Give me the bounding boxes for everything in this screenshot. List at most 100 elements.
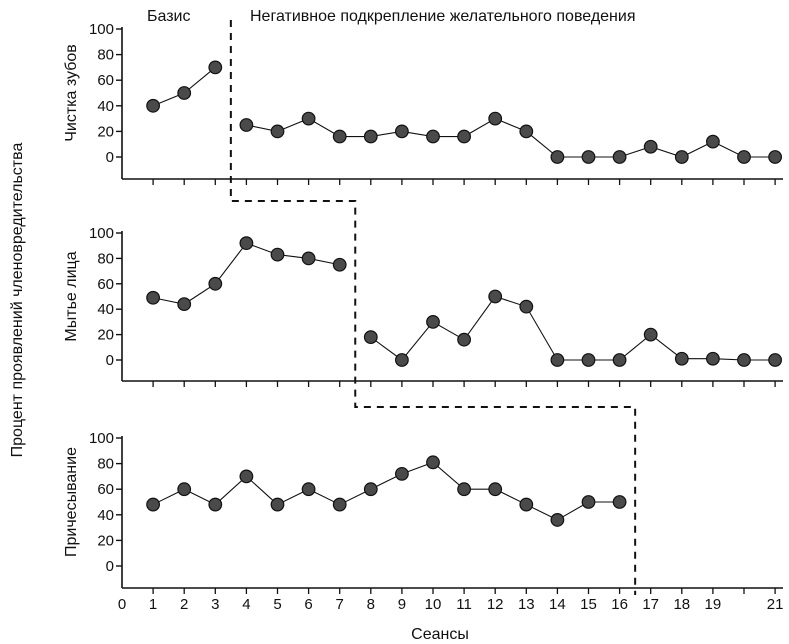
- treatment-data-point: [581, 150, 596, 164]
- y-tick-label: 100: [89, 21, 114, 38]
- x-tick-label: 18: [673, 596, 690, 613]
- baseline-data-point: [457, 482, 472, 497]
- x-tick-label: 10: [425, 596, 442, 613]
- baseline-data-point: [239, 236, 254, 251]
- baseline-data-point: [301, 251, 316, 266]
- x-tick-label: 0: [118, 596, 126, 613]
- treatment-data-point: [643, 327, 658, 342]
- x-tick-label: 13: [518, 596, 535, 613]
- treatment-data-point: [674, 351, 689, 366]
- y-tick-label: 40: [97, 301, 114, 318]
- y-tick-label: 60: [97, 481, 114, 498]
- y-tick-label: 20: [97, 327, 114, 344]
- baseline-data-point: [612, 495, 627, 509]
- treatment-series-line: [246, 117, 776, 158]
- treatment-data-point: [550, 353, 565, 367]
- x-tick-label: 21: [767, 596, 784, 613]
- baseline-data-point: [550, 513, 565, 527]
- treatment-data-point: [550, 150, 565, 164]
- y-tick-label: 60: [97, 276, 114, 293]
- baseline-data-point: [488, 482, 503, 497]
- y-tick-label: 80: [97, 250, 114, 267]
- y-tick-label: 100: [89, 225, 114, 242]
- y-tick-label: 80: [97, 456, 114, 473]
- baseline-data-point: [301, 482, 316, 497]
- treatment-data-point: [581, 353, 596, 367]
- y-tick-label: 0: [106, 352, 114, 369]
- y-tick-label: 60: [97, 72, 114, 89]
- treatment-data-point: [706, 134, 720, 149]
- x-tick-label: 1: [149, 596, 157, 613]
- x-tick-label: 4: [242, 596, 250, 613]
- baseline-data-point: [426, 455, 440, 470]
- baseline-series-line: [152, 461, 620, 521]
- treatment-data-point: [737, 353, 751, 367]
- baseline-data-point: [146, 98, 161, 113]
- phase-change-dashed-line: [229, 20, 637, 595]
- baseline-data-point: [146, 497, 161, 512]
- chart-panels: 0 20 40 60 80 100 Чистка зубов 0 20 40 60 80 100 Мыть…: [63, 21, 783, 594]
- treatment-data-point: [706, 351, 720, 366]
- treatment-data-point: [239, 118, 254, 132]
- x-axis: 0 1 2 3 4 5 6 7 8 9 10 11 12 13 14 15 16 17 18 19 21: [118, 596, 784, 613]
- baseline-data-point: [581, 495, 596, 509]
- y-tick-label: 0: [106, 558, 114, 575]
- baseline-data-point: [239, 469, 254, 484]
- y-tick-label: 0: [106, 149, 114, 166]
- treatment-data-point: [270, 124, 285, 139]
- panel-2: 0 20 40 60 80 100 Мытье лица: [63, 225, 783, 387]
- y-tick-label: 20: [97, 532, 114, 549]
- treatment-data-point: [737, 150, 751, 164]
- y-axis-label: Процент проявлений членовредительства: [9, 143, 26, 458]
- baseline-data-point: [177, 86, 192, 100]
- panel-label: Мытье лица: [63, 251, 80, 341]
- baseline-data-point: [395, 466, 409, 481]
- baseline-data-point: [519, 497, 534, 512]
- y-tick-label: 20: [97, 123, 114, 140]
- treatment-data-point: [768, 353, 782, 367]
- y-tick-label: 100: [89, 430, 114, 447]
- baseline-data-point: [332, 257, 347, 272]
- baseline-data-point: [146, 290, 161, 305]
- treatment-data-point: [674, 150, 689, 164]
- x-axis-label: Сеансы: [411, 626, 469, 643]
- treatment-data-point: [612, 353, 627, 367]
- y-tick-label: 40: [97, 98, 114, 115]
- treatment-data-point: [426, 315, 440, 329]
- x-tick-label: 3: [211, 596, 219, 613]
- x-tick-label: 5: [273, 596, 281, 613]
- baseline-data-point: [363, 482, 378, 497]
- y-tick-label: 40: [97, 507, 114, 524]
- treatment-data-point: [488, 289, 503, 304]
- treatment-data-point: [301, 111, 316, 126]
- panel-1: 0 20 40 60 80 100 Чистка зубов: [63, 21, 783, 185]
- treatment-data-point: [457, 129, 472, 144]
- treatment-data-point: [643, 139, 658, 154]
- baseline-data-point: [332, 497, 347, 512]
- phase-change-line: [229, 20, 637, 595]
- baseline-data-point: [270, 247, 285, 262]
- treatment-data-point: [488, 111, 503, 126]
- panel-label: Чистка зубов: [63, 44, 80, 142]
- x-tick-label: 15: [580, 596, 597, 613]
- treatment-data-point: [426, 129, 440, 144]
- x-tick-label: 6: [304, 596, 312, 613]
- x-tick-label: 9: [398, 596, 406, 613]
- x-tick-label: 2: [180, 596, 188, 613]
- treatment-data-point: [768, 150, 782, 164]
- x-tick-label: 14: [549, 596, 566, 613]
- x-tick-label: 7: [336, 596, 344, 613]
- treatment-data-point: [519, 124, 534, 139]
- treatment-data-point: [519, 299, 534, 314]
- baseline-data-point: [208, 497, 223, 512]
- phase-label-baseline: Базис: [147, 8, 191, 25]
- treatment-data-point: [612, 150, 627, 164]
- baseline-data-point: [177, 297, 192, 312]
- baseline-data-point: [208, 60, 223, 75]
- treatment-data-point: [363, 129, 378, 144]
- phase-label-treatment: Негативное подкрепление желательного пов…: [250, 8, 636, 25]
- x-tick-label: 17: [642, 596, 659, 613]
- panel-3: 0 20 40 60 80 100 Причесывание: [63, 430, 783, 594]
- x-tick-label: 12: [487, 596, 504, 613]
- treatment-data-point: [395, 353, 409, 367]
